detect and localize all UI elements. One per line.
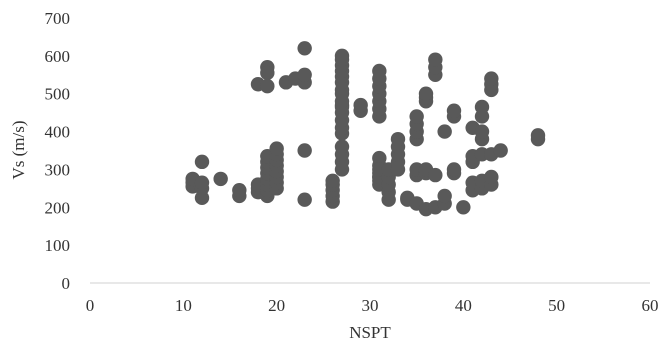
y-axis-title: Vs (m/s) bbox=[9, 120, 28, 179]
x-tick-label: 50 bbox=[548, 296, 565, 315]
data-point bbox=[446, 103, 462, 118]
data-point bbox=[232, 183, 247, 198]
y-tick-label: 100 bbox=[45, 236, 71, 255]
data-point bbox=[484, 71, 499, 86]
data-point bbox=[260, 78, 275, 94]
data-point bbox=[428, 167, 443, 183]
y-tick-label: 0 bbox=[62, 274, 71, 293]
data-point bbox=[446, 162, 462, 177]
data-point bbox=[493, 143, 508, 158]
data-point bbox=[297, 143, 312, 158]
data-point bbox=[297, 67, 312, 82]
x-tick-label: 40 bbox=[455, 296, 472, 315]
data-point bbox=[353, 97, 368, 113]
y-tick-label: 500 bbox=[45, 85, 71, 104]
y-tick-label: 400 bbox=[45, 123, 71, 142]
data-point bbox=[297, 192, 312, 207]
data-point bbox=[325, 173, 340, 188]
data-point bbox=[437, 124, 452, 139]
data-point bbox=[334, 48, 350, 64]
data-point bbox=[213, 171, 228, 187]
y-tick-label: 700 bbox=[45, 9, 71, 28]
x-tick-label: 0 bbox=[86, 296, 95, 315]
data-point bbox=[474, 124, 490, 139]
data-point bbox=[194, 175, 210, 190]
data-point bbox=[437, 188, 452, 204]
data-point bbox=[260, 65, 275, 81]
y-tick-label: 600 bbox=[45, 47, 71, 66]
data-point bbox=[297, 41, 312, 56]
y-tick-label: 200 bbox=[45, 198, 71, 217]
data-point bbox=[194, 154, 210, 170]
data-point bbox=[409, 109, 424, 124]
data-point bbox=[390, 131, 406, 147]
data-point bbox=[269, 141, 284, 156]
x-tick-label: 20 bbox=[268, 296, 285, 315]
data-point bbox=[334, 139, 350, 154]
data-point bbox=[428, 52, 443, 67]
data-point bbox=[334, 94, 350, 109]
y-tick-label: 300 bbox=[45, 160, 71, 179]
x-tick-label: 10 bbox=[175, 296, 192, 315]
x-tick-label: 60 bbox=[642, 296, 659, 315]
data-point bbox=[456, 200, 471, 215]
data-point bbox=[474, 99, 490, 115]
data-point bbox=[530, 128, 546, 143]
data-point bbox=[372, 63, 387, 79]
data-point bbox=[418, 86, 434, 101]
data-point bbox=[484, 169, 499, 185]
x-axis-title: NSPT bbox=[349, 323, 391, 342]
x-tick-label: 30 bbox=[362, 296, 379, 315]
